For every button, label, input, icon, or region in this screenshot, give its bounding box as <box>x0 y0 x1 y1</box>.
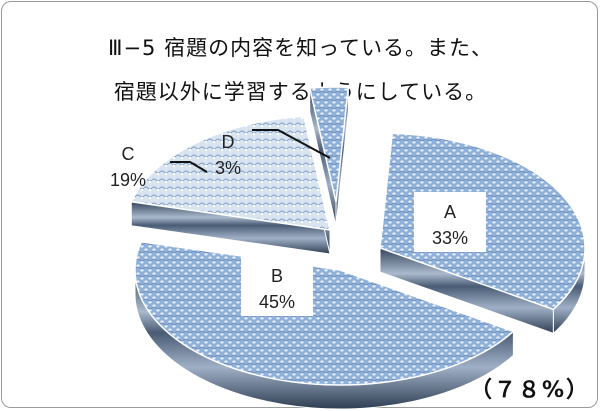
label-box-A <box>414 192 486 252</box>
chart-title-line-2: 宿題以外に学習するようにしている。 <box>113 80 488 104</box>
label-box-B <box>241 256 313 316</box>
slice-category-label-D: D <box>222 132 235 152</box>
chart-title-line-1: Ⅲ−5 宿題の内容を知っている。また、 <box>107 36 494 60</box>
pie-slice-B <box>134 240 515 410</box>
slice-percent-label-D: 3% <box>215 158 241 178</box>
slice-category-label-C: C <box>122 144 135 164</box>
slice-percent-label-C: 19% <box>110 170 146 190</box>
pie-slice-D <box>308 86 350 227</box>
slice-percent-label-B: 45% <box>259 292 295 312</box>
leader-line-C <box>170 161 208 173</box>
pie-slice-C <box>130 115 331 255</box>
slice-percent-label-A: 33% <box>432 228 468 248</box>
slice-category-label-B: B <box>271 266 283 286</box>
slice-category-label-A: A <box>444 202 456 222</box>
leader-line-D <box>252 129 331 159</box>
chart-note: （７８%） <box>470 378 591 403</box>
